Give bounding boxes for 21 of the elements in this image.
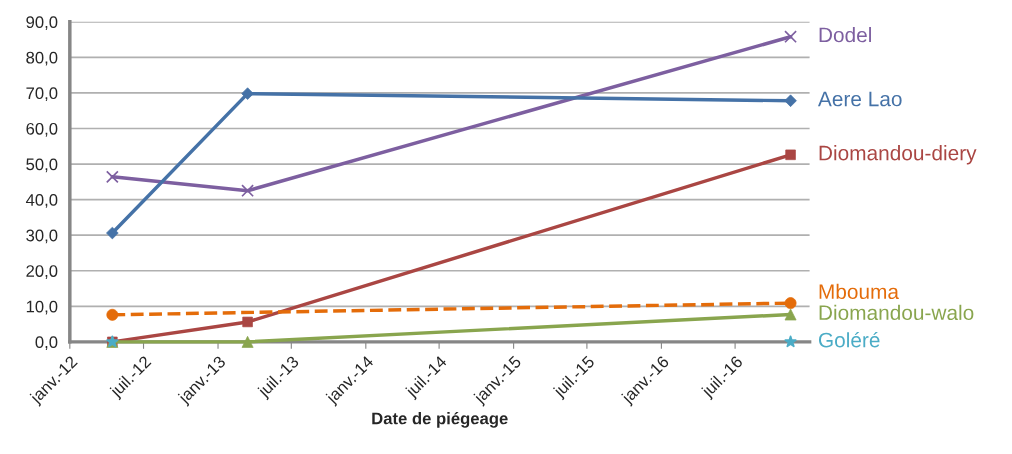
series-label: Diomandou-walo [819, 304, 974, 321]
point [241, 184, 254, 198]
y-tick-label: 0,0 [35, 336, 58, 351]
series-label: Mbouma [819, 283, 899, 300]
series-label: Aere Lao [817, 91, 902, 107]
y-tick-label: 80,0 [26, 51, 58, 66]
x-axis-title: Date de piégeage [372, 411, 508, 428]
y-tick-label: 50,0 [26, 158, 58, 173]
y-tick-label: 60,0 [26, 122, 58, 137]
y-tick-label: 30,0 [26, 229, 58, 244]
point [105, 170, 119, 184]
y-tick-label: 40,0 [25, 194, 58, 208]
point [784, 30, 797, 44]
y-tick-label: 20,0 [26, 265, 58, 279]
y-tick-label: 10,0 [26, 300, 58, 315]
series-label: Goléré [818, 331, 880, 348]
series-label: Diomandou-diery [819, 145, 977, 165]
series-label: Dodel [819, 27, 871, 43]
y-tick-label: 70,0 [26, 87, 58, 102]
point [784, 335, 797, 348]
y-tick-label: 90,0 [26, 16, 58, 30]
